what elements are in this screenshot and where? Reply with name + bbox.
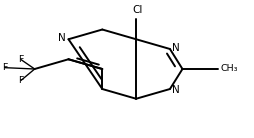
- Text: N: N: [172, 85, 180, 95]
- Text: N: N: [58, 33, 66, 43]
- Text: N: N: [172, 43, 180, 53]
- Text: F: F: [18, 76, 24, 85]
- Text: CH₃: CH₃: [220, 64, 237, 74]
- Text: F: F: [18, 55, 24, 64]
- Text: Cl: Cl: [132, 5, 142, 15]
- Text: F: F: [2, 63, 7, 72]
